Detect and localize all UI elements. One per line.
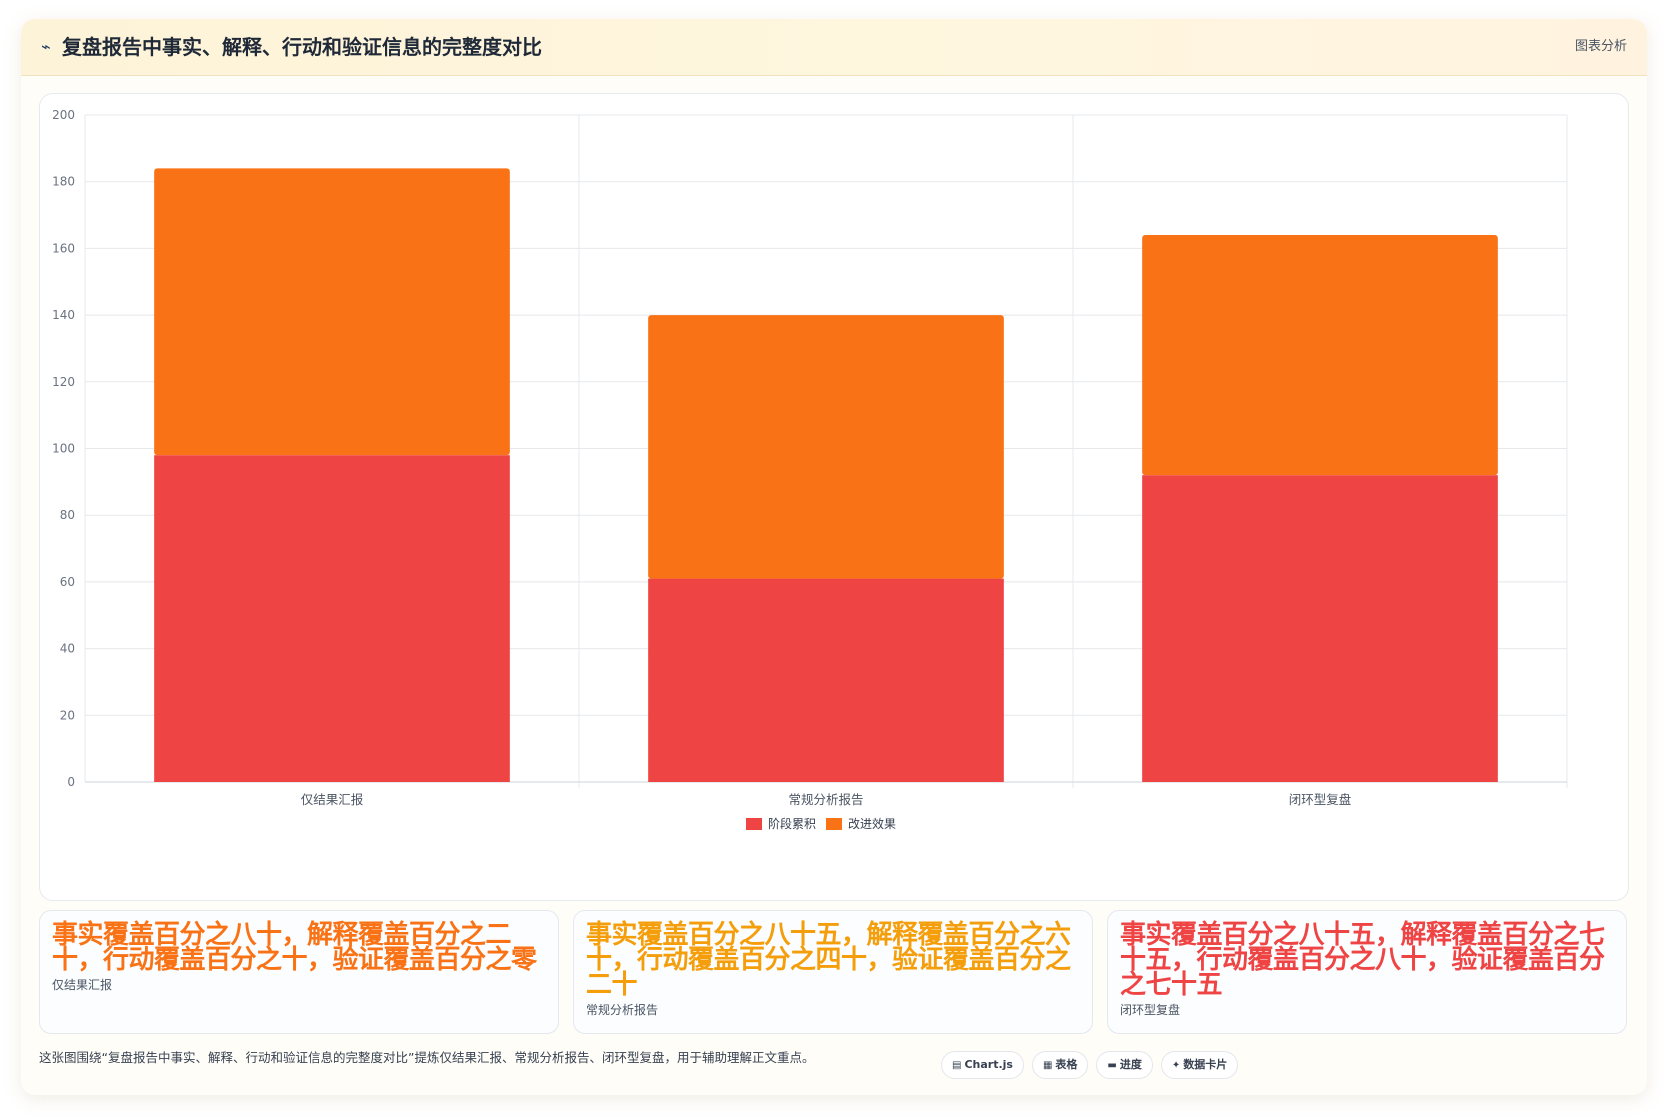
y-tick-label: 140 — [52, 308, 75, 322]
table-icon: ▦ — [1042, 1060, 1053, 1071]
chip-label: 进度 — [1119, 1058, 1142, 1071]
y-tick-label: 80 — [60, 508, 75, 522]
bar-阶段累积-常规分析报告 — [648, 578, 1004, 782]
y-tick-label: 200 — [52, 108, 75, 122]
stat-value: 事实覆盖百分之八十，解释覆盖百分之二十，行动覆盖百分之十，验证覆盖百分之零 — [52, 920, 537, 975]
legend-swatch-改进效果 — [826, 818, 842, 830]
chart-icon: ▤ — [952, 1060, 962, 1071]
stacked-bar-chart: 0 20 40 60 80 100 120 140 160 180 200 仅结果汇报 常规分析报告 闭环… — [52, 108, 1568, 831]
legend-label-阶段累积: 阶段累积 — [768, 816, 816, 831]
progress-icon: ▬ — [1107, 1060, 1117, 1071]
stat-cards: 事实覆盖百分之八十，解释覆盖百分之二十，行动覆盖百分之十，验证覆盖百分之零 仅结… — [39, 910, 1629, 1036]
y-tick-label: 0 — [67, 775, 75, 789]
page-title: 复盘报告中事实、解释、行动和验证信息的完整度对比 — [62, 35, 542, 59]
y-tick-label: 100 — [52, 442, 75, 456]
stat-label: 仅结果汇报 — [52, 978, 113, 992]
chart-card: ⌁ 复盘报告中事实、解释、行动和验证信息的完整度对比 图表分析 0 20 40 60 8… — [21, 19, 1647, 1095]
stat-card-results-only: 事实覆盖百分之八十，解释覆盖百分之二十，行动覆盖百分之十，验证覆盖百分之零 仅结… — [39, 910, 559, 1034]
bar-阶段累积-闭环型复盘 — [1142, 475, 1498, 782]
stat-label: 常规分析报告 — [586, 1003, 659, 1017]
card-header: ⌁ 复盘报告中事实、解释、行动和验证信息的完整度对比 图表分析 — [21, 19, 1647, 76]
legend-label-改进效果: 改进效果 — [848, 816, 896, 831]
bar-阶段累积-仅结果汇报 — [154, 455, 510, 782]
stat-value: 事实覆盖百分之八十五，解释覆盖百分之七十五，行动覆盖百分之八十，验证覆盖百分之七… — [1120, 920, 1605, 1000]
chip-label: 表格 — [1055, 1058, 1078, 1071]
chip-chartjs[interactable]: ▤ Chart.js — [941, 1051, 1024, 1079]
stat-value: 事实覆盖百分之八十五，解释覆盖百分之六十，行动覆盖百分之四十，验证覆盖百分之二十 — [586, 920, 1071, 1000]
legend-swatch-阶段累积 — [746, 818, 762, 830]
y-tick-label: 120 — [52, 375, 75, 389]
chip-progress[interactable]: ▬ 进度 — [1096, 1051, 1153, 1079]
chip-data-cards[interactable]: ✦ 数据卡片 — [1160, 1051, 1239, 1079]
y-tick-label: 160 — [52, 241, 75, 255]
chip-label: 数据卡片 — [1183, 1058, 1228, 1071]
x-tick-label: 常规分析报告 — [788, 792, 863, 807]
chart-analysis-tag: 图表分析 — [1574, 39, 1627, 54]
x-tick-label: 闭环型复盘 — [1289, 792, 1352, 807]
y-tick-label: 180 — [52, 175, 75, 189]
y-tick-label: 20 — [60, 708, 75, 722]
footer-note: 这张图围绕“复盘报告中事实、解释、行动和验证信息的完整度对比”提炼仅结果汇报、常… — [39, 1050, 815, 1065]
y-tick-label: 60 — [60, 575, 75, 589]
bar-改进效果-闭环型复盘 — [1142, 235, 1498, 476]
y-tick-label: 40 — [60, 642, 75, 656]
chart-line-icon: ⌁ — [41, 37, 51, 56]
stat-card-regular-analysis: 事实覆盖百分之八十五，解释覆盖百分之六十，行动覆盖百分之四十，验证覆盖百分之二十… — [573, 910, 1093, 1034]
bar-改进效果-仅结果汇报 — [154, 168, 510, 456]
chip-label: Chart.js — [964, 1058, 1013, 1071]
x-tick-label: 仅结果汇报 — [301, 792, 364, 807]
chip-table[interactable]: ▦ 表格 — [1031, 1051, 1089, 1079]
chart-panel: 0 20 40 60 80 100 120 140 160 180 200 仅结果汇报 常规分析报告 闭环… — [39, 93, 1629, 901]
sparkle-icon: ✦ — [1171, 1060, 1181, 1071]
stat-label: 闭环型复盘 — [1120, 1003, 1181, 1017]
bar-改进效果-常规分析报告 — [648, 315, 1004, 579]
stat-card-closed-loop: 事实覆盖百分之八十五，解释覆盖百分之七十五，行动覆盖百分之八十，验证覆盖百分之七… — [1107, 910, 1627, 1034]
feature-chips: ▤ Chart.js ▦ 表格 ▬ 进度 ✦ 数据卡片 — [941, 1051, 1239, 1079]
